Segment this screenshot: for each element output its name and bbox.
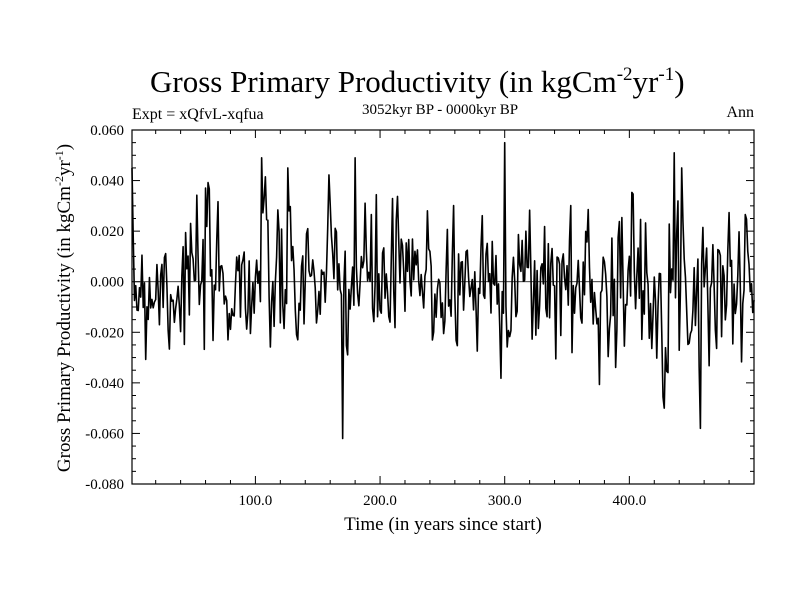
y-tick-label: -0.080 bbox=[85, 477, 124, 493]
subtitle-period: 3052kyr BP - 0000kyr BP bbox=[362, 102, 518, 118]
y-tick-label: 0.000 bbox=[90, 275, 124, 291]
y-axis-label: Gross Primary Productivity (in kgCm-2yr-… bbox=[52, 144, 75, 472]
x-axis-label: Time (in years since start) bbox=[344, 514, 542, 535]
y-tick-label: -0.020 bbox=[85, 325, 124, 341]
y-tick-label: 0.040 bbox=[90, 174, 124, 190]
y-tick-label: 0.020 bbox=[90, 224, 124, 240]
plot-area: -0.080 -0.060 -0.040 -0.020 0.000 0.020 0.040 0… bbox=[85, 123, 755, 509]
x-tick-label: 400.0 bbox=[612, 493, 646, 509]
chart-title: Gross Primary Productivity (in kgCm-2yr-… bbox=[150, 64, 685, 99]
y-tick-label: 0.060 bbox=[90, 123, 124, 139]
subtitle-experiment: Expt = xQfvL-xqfua bbox=[132, 106, 264, 123]
subtitle-season: Ann bbox=[726, 104, 754, 121]
x-tick-label: 300.0 bbox=[488, 493, 522, 509]
x-tick-label: 100.0 bbox=[239, 493, 273, 509]
y-tick-label: -0.040 bbox=[85, 376, 124, 392]
x-tick-label: 200.0 bbox=[363, 493, 397, 509]
y-tick-label: -0.060 bbox=[85, 426, 124, 442]
gpp-series-line bbox=[131, 141, 755, 440]
